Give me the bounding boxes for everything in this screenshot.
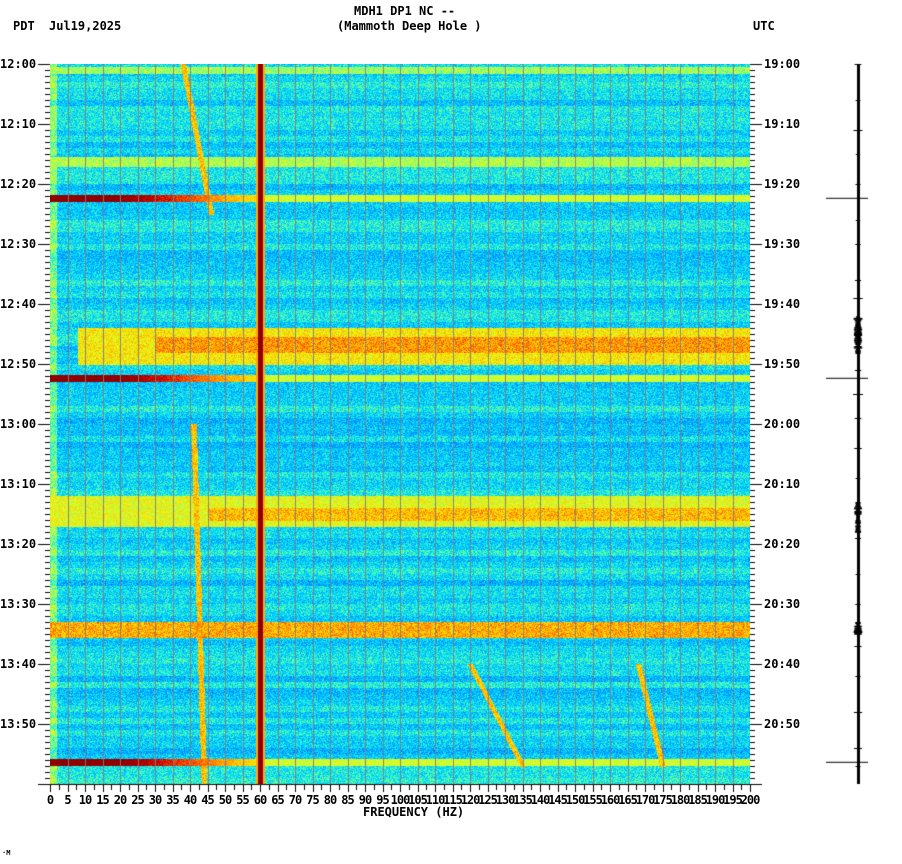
frequency-tick-label: 175 [653,793,673,807]
frequency-tick-label: 125 [478,793,498,807]
footer-mark: ·M [2,849,11,857]
frequency-tick-label: 110 [425,793,446,807]
x-axis-label: FREQUENCY (HZ) [363,805,465,819]
spectrogram-heatmap [50,64,750,784]
frequency-tick-label: 120 [460,793,481,807]
left-time-tick-label: 12:40 [0,297,37,311]
frequency-tick-label: 10 [78,793,92,807]
right-time-tick-label: 19:50 [764,357,801,371]
frequency-tick-label: 145 [548,793,568,807]
frequency-tick-label: 185 [688,793,708,807]
frequency-tick-label: 85 [341,793,354,807]
left-time-tick-label: 13:20 [0,537,37,551]
right-time-tick-label: 20:10 [764,477,801,491]
frequency-tick-label: 80 [323,793,337,807]
frequency-tick-label: 15 [96,793,109,807]
left-time-tick-label: 12:00 [0,57,37,71]
frequency-tick-label: 70 [288,793,302,807]
right-time-tick-label: 20:00 [764,417,801,431]
frequency-tick-label: 100 [390,793,411,807]
station-name-title: (Mammoth Deep Hole ) [337,19,482,33]
left-time-tick-label: 13:00 [0,417,37,431]
frequency-tick-label: 90 [358,793,372,807]
left-time-tick-label: 12:20 [0,177,37,191]
frequency-tick-label: 105 [408,793,428,807]
frequency-tick-label: 95 [376,793,389,807]
frequency-tick-label: 140 [530,793,551,807]
frequency-tick-label: 150 [565,793,586,807]
seismogram-trace [820,60,900,790]
frequency-tick-label: 35 [166,793,179,807]
frequency-tick-label: 0 [46,793,54,807]
frequency-tick-label: 25 [131,793,144,807]
right-time-tick-label: 19:40 [764,297,801,311]
frequency-tick-label: 50 [218,793,232,807]
right-time-tick-label: 20:50 [764,717,801,731]
frequency-tick-label: 165 [618,793,638,807]
frequency-tick-label: 40 [183,793,197,807]
right-time-tick-label: 19:00 [764,57,801,71]
left-time-tick-label: 12:30 [0,237,37,251]
frequency-tick-label: 75 [306,793,319,807]
left-time-tick-label: 13:10 [0,477,37,491]
frequency-tick-label: 45 [201,793,214,807]
frequency-tick-label: 115 [443,793,463,807]
frequency-tick-label: 155 [583,793,603,807]
frequency-tick-label: 160 [600,793,621,807]
date-label: Jul19,2025 [49,19,122,33]
frequency-tick-label: 30 [148,793,162,807]
right-time-tick-label: 19:10 [764,117,801,131]
left-time-tick-label: 12:50 [0,357,37,371]
frequency-tick-label: 170 [635,793,656,807]
frequency-tick-label: 130 [495,793,516,807]
station-code-title: MDH1 DP1 NC -- [354,4,456,18]
right-timezone-label: UTC [753,19,775,33]
frequency-tick-label: 190 [705,793,726,807]
frequency-tick-label: 60 [253,793,267,807]
right-time-tick-label: 20:30 [764,597,801,611]
right-time-tick-label: 20:40 [764,657,801,671]
frequency-tick-label: 180 [670,793,691,807]
left-time-tick-label: 13:30 [0,597,37,611]
frequency-tick-label: 65 [271,793,284,807]
right-time-tick-label: 19:20 [764,177,801,191]
frequency-tick-label: 200 [740,793,761,807]
left-time-tick-label: 12:10 [0,117,37,131]
left-time-tick-label: 13:40 [0,657,37,671]
frequency-tick-label: 195 [723,793,743,807]
frequency-tick-label: 5 [64,793,71,807]
right-time-tick-label: 19:30 [764,237,801,251]
frequency-tick-label: 55 [236,793,249,807]
right-time-tick-label: 20:20 [764,537,801,551]
left-time-tick-label: 13:50 [0,717,37,731]
left-timezone-label: PDT [13,19,35,33]
frequency-tick-label: 20 [113,793,127,807]
frequency-tick-label: 135 [513,793,533,807]
